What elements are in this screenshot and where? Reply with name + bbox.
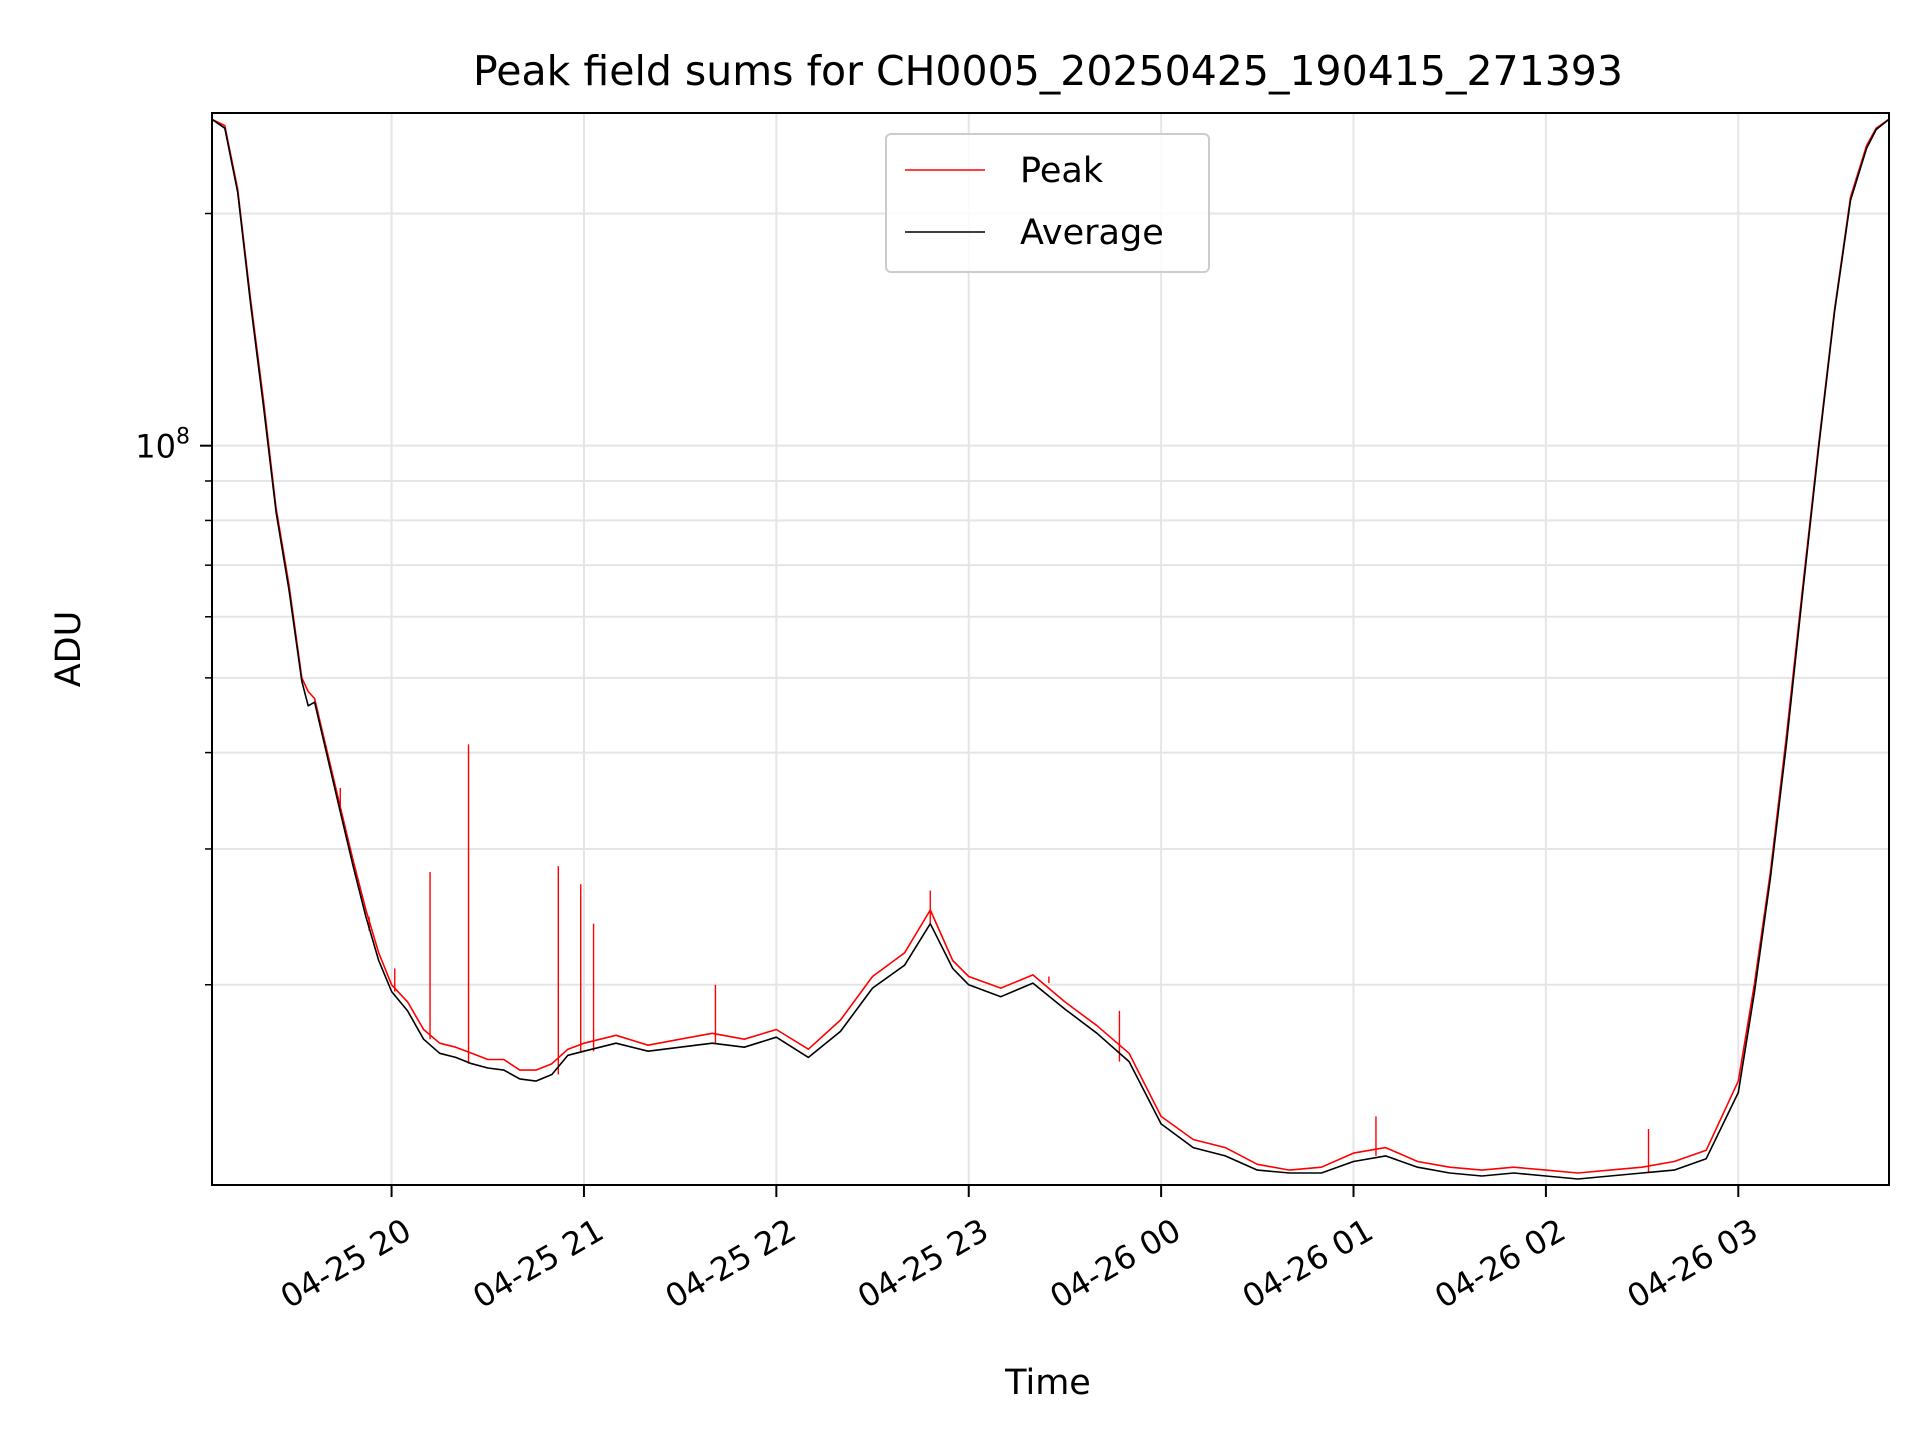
y-tick-label: 108 [135,425,190,466]
x-axis-label: Time [1004,1363,1091,1403]
plot-series [211,118,1890,1180]
plot-frame [211,112,1890,1186]
average-series-line [211,118,1890,1180]
legend-average-label: Average [1020,213,1164,253]
chart-title: Peak field sums for CH0005_20250425_1904… [473,47,1623,95]
grid [212,113,1889,1185]
peak-series-line [211,118,1890,1174]
legend-peak-label: Peak [1020,151,1104,191]
y-axis-label: ADU [49,611,89,688]
legend-box [885,133,1210,273]
legend: Peak Average [885,133,1210,273]
